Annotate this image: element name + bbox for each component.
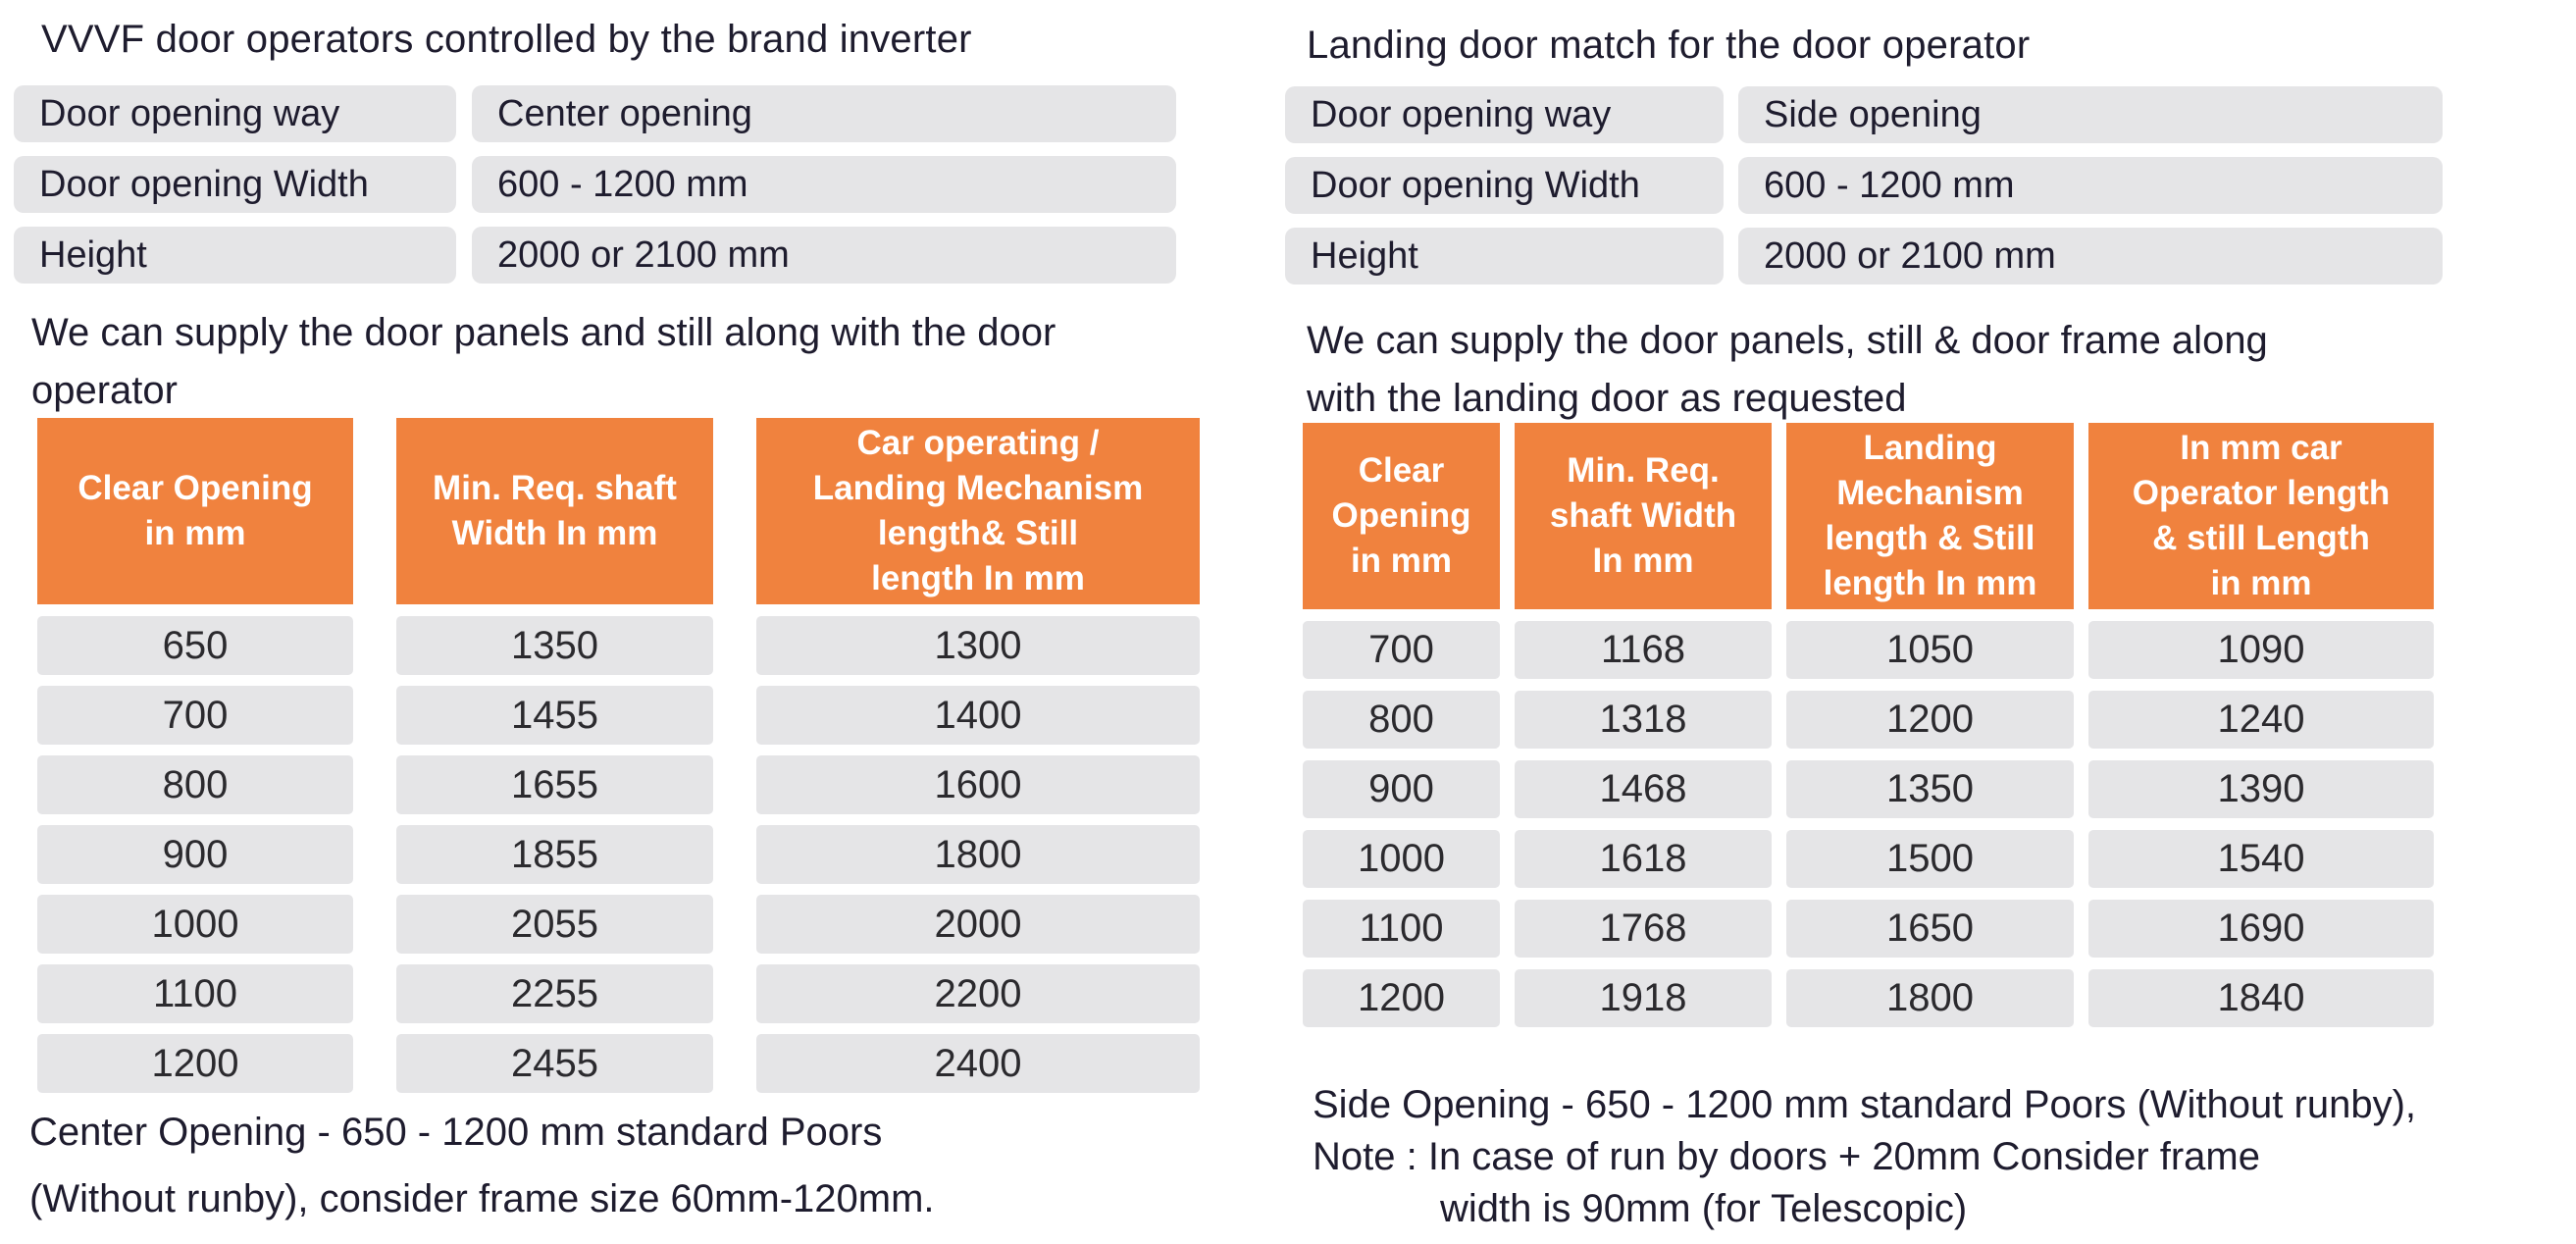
intro-text-door-operator: We can supply the door panels and still … xyxy=(31,311,1056,412)
table-cell: 2200 xyxy=(756,964,1200,1023)
spec-value: Center opening xyxy=(472,85,1176,142)
footer-line: (Without runby), consider frame size 60m… xyxy=(29,1177,935,1220)
table-cell: 1840 xyxy=(2088,969,2434,1027)
table-cell: 1168 xyxy=(1515,621,1772,679)
spec-value: 600 - 1200 mm xyxy=(1738,157,2443,214)
table-cell: 700 xyxy=(37,686,353,745)
table-cell: 1350 xyxy=(1786,760,2074,818)
table-cell: 2400 xyxy=(756,1034,1200,1093)
table-cell: 1800 xyxy=(756,825,1200,884)
spec-label: Door opening Width xyxy=(14,156,456,213)
column-header-landing-mechanism-length: Landing Mechanism length & Still length … xyxy=(1786,423,2074,609)
data-table-landing-door: 700 1168 1050 1090 800 1318 1200 1240 90… xyxy=(1303,621,2434,1027)
table-cell: 1100 xyxy=(37,964,353,1023)
table-cell: 650 xyxy=(37,616,353,675)
spec-label: Door opening way xyxy=(1285,86,1724,143)
footer-line: Center Opening - 650 - 1200 mm standard … xyxy=(29,1111,883,1154)
table-cell: 700 xyxy=(1303,621,1500,679)
table-cell: 1540 xyxy=(2088,830,2434,888)
column-header-min-shaft-width: Min. Req. shaft Width In mm xyxy=(1515,423,1772,609)
spec-table-landing-door: Door opening way Side opening Door openi… xyxy=(1285,86,2443,285)
table-cell: 2000 xyxy=(756,895,1200,954)
footer-line: Note : In case of run by doors + 20mm Co… xyxy=(1313,1135,2260,1178)
table-cell: 2255 xyxy=(396,964,713,1023)
spec-label: Height xyxy=(1285,228,1724,285)
table-cell: 1690 xyxy=(2088,900,2434,958)
data-table-door-operator: 650 1350 1300 700 1455 1400 800 1655 160… xyxy=(37,616,1200,1093)
spec-value: 2000 or 2100 mm xyxy=(1738,228,2443,285)
table-cell: 1918 xyxy=(1515,969,1772,1027)
column-header-mechanism-length: Car operating / Landing Mechanism length… xyxy=(756,418,1200,604)
column-header-car-operator-length: In mm car Operator length & still Length… xyxy=(2088,423,2434,609)
table-cell: 1200 xyxy=(37,1034,353,1093)
spec-value: Side opening xyxy=(1738,86,2443,143)
table-header-row-door-operator: Clear Opening in mm Min. Req. shaft Widt… xyxy=(37,418,1200,604)
table-cell: 1000 xyxy=(37,895,353,954)
table-cell: 2055 xyxy=(396,895,713,954)
column-header-min-shaft-width: Min. Req. shaft Width In mm xyxy=(396,418,713,604)
table-cell: 800 xyxy=(1303,691,1500,749)
footer-note-side-opening: Side Opening - 650 - 1200 mm standard Po… xyxy=(1313,1079,2416,1235)
table-cell: 1600 xyxy=(756,755,1200,814)
table-cell: 1500 xyxy=(1786,830,2074,888)
table-cell: 1468 xyxy=(1515,760,1772,818)
spec-value: 600 - 1200 mm xyxy=(472,156,1176,213)
table-cell: 1400 xyxy=(756,686,1200,745)
table-cell: 1768 xyxy=(1515,900,1772,958)
table-cell: 1655 xyxy=(396,755,713,814)
spec-table-door-operator: Door opening way Center opening Door ope… xyxy=(14,85,1176,284)
table-cell: 1240 xyxy=(2088,691,2434,749)
column-header-clear-opening: Clear Opening in mm xyxy=(1303,423,1500,609)
table-cell: 1100 xyxy=(1303,900,1500,958)
table-cell: 1200 xyxy=(1786,691,2074,749)
intro-text-landing-door: We can supply the door panels, still & d… xyxy=(1307,319,2268,420)
table-cell: 900 xyxy=(37,825,353,884)
footer-line: width is 90mm (for Telescopic) xyxy=(1440,1187,1968,1230)
spec-label: Door opening Width xyxy=(1285,157,1724,214)
footer-note-center-opening: Center Opening - 650 - 1200 mm standard … xyxy=(29,1099,935,1232)
table-cell: 900 xyxy=(1303,760,1500,818)
table-header-row-landing-door: Clear Opening in mm Min. Req. shaft Widt… xyxy=(1303,423,2434,609)
section-title-landing-door: Landing door match for the door operator xyxy=(1307,24,2031,67)
table-cell: 1855 xyxy=(396,825,713,884)
table-cell: 800 xyxy=(37,755,353,814)
footer-line: Side Opening - 650 - 1200 mm standard Po… xyxy=(1313,1083,2416,1126)
table-cell: 1318 xyxy=(1515,691,1772,749)
table-cell: 1050 xyxy=(1786,621,2074,679)
table-cell: 1650 xyxy=(1786,900,2074,958)
table-cell: 2455 xyxy=(396,1034,713,1093)
table-cell: 1455 xyxy=(396,686,713,745)
section-title-door-operator: VVVF door operators controlled by the br… xyxy=(41,18,972,61)
table-cell: 1000 xyxy=(1303,830,1500,888)
spec-label: Height xyxy=(14,227,456,284)
table-cell: 1300 xyxy=(756,616,1200,675)
column-header-clear-opening: Clear Opening in mm xyxy=(37,418,353,604)
spec-value: 2000 or 2100 mm xyxy=(472,227,1176,284)
table-cell: 1800 xyxy=(1786,969,2074,1027)
table-cell: 1200 xyxy=(1303,969,1500,1027)
table-cell: 1390 xyxy=(2088,760,2434,818)
table-cell: 1618 xyxy=(1515,830,1772,888)
spec-label: Door opening way xyxy=(14,85,456,142)
table-cell: 1350 xyxy=(396,616,713,675)
table-cell: 1090 xyxy=(2088,621,2434,679)
